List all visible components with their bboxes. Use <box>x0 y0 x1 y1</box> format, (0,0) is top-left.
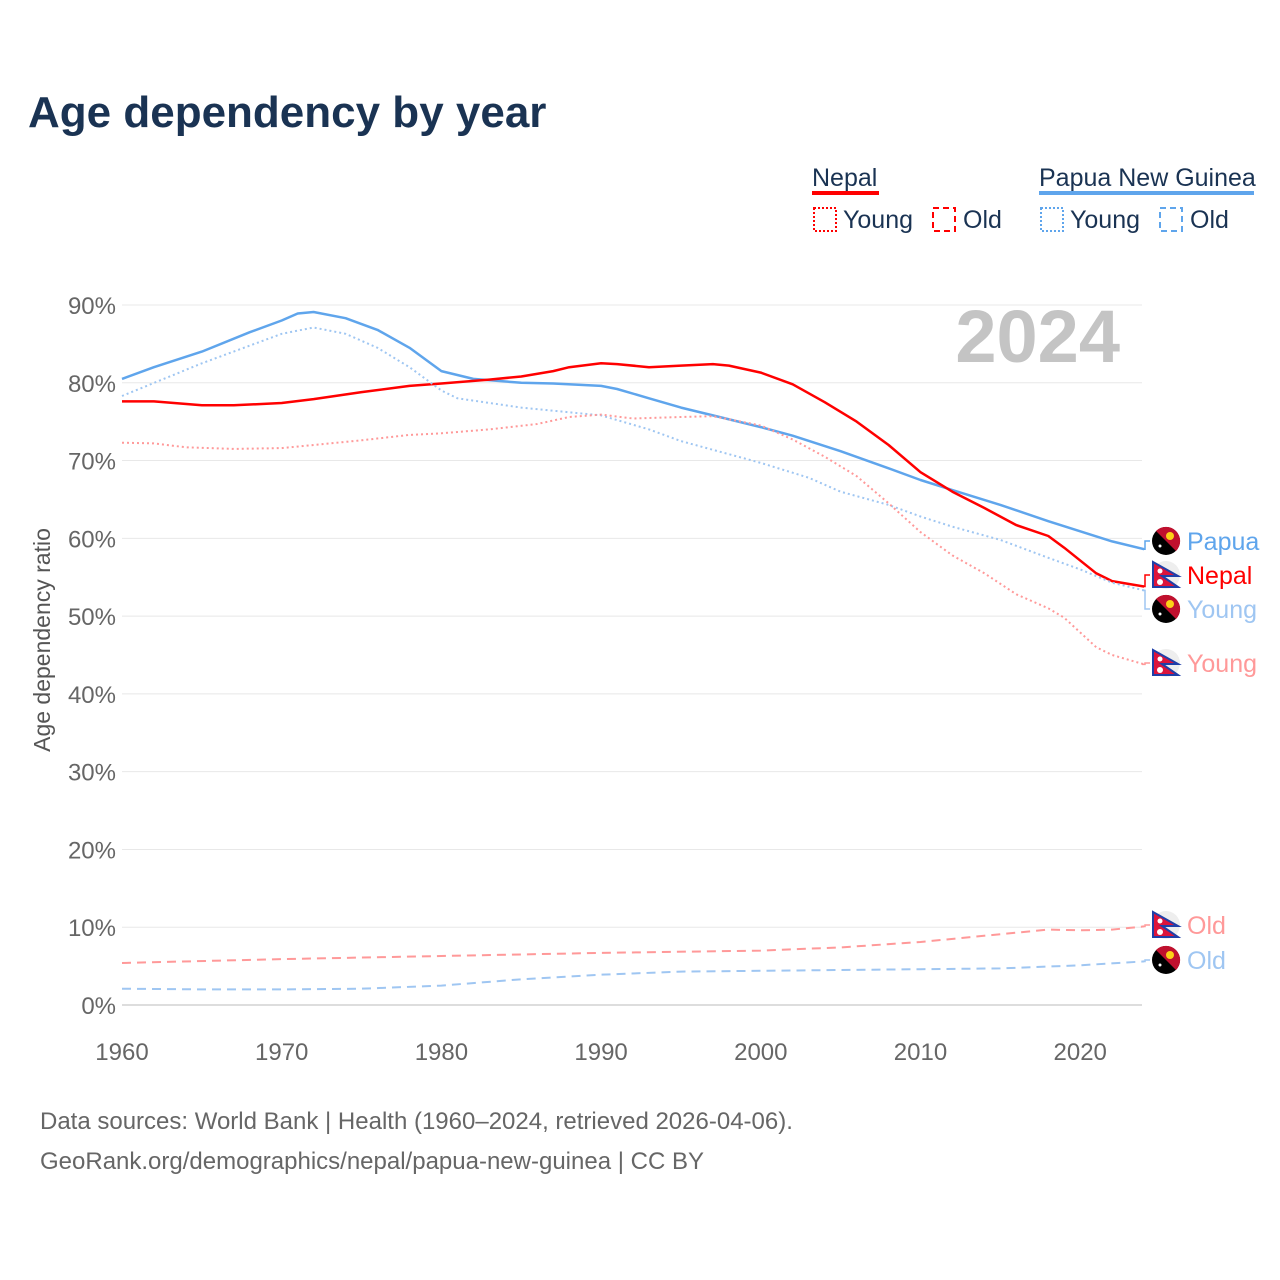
nepal-flag-icon <box>1152 560 1182 589</box>
x-tick-label: 1990 <box>574 1039 627 1066</box>
y-tick-label: 90% <box>68 293 116 320</box>
y-tick-label: 50% <box>68 604 116 631</box>
series-line-papua[interactable] <box>121 310 1145 551</box>
series-line-nepal-young[interactable] <box>121 413 1145 666</box>
source-text: Data sources: World Bank | Health (1960–… <box>40 1108 793 1135</box>
x-tick-label: 1960 <box>95 1039 148 1066</box>
legend-png-old[interactable]: Old <box>1190 206 1229 234</box>
nepal-flag-icon <box>1152 910 1182 939</box>
series-end-label: Young <box>1187 596 1257 624</box>
x-tick-label: 2010 <box>894 1039 947 1066</box>
legend-png-swatch <box>1039 191 1254 195</box>
y-axis-label: Age dependency ratio <box>29 528 55 752</box>
end-connector <box>1142 924 1150 928</box>
legend-png-old-swatch <box>1159 207 1183 232</box>
x-tick-label: 1970 <box>255 1039 308 1066</box>
series-line-nepal-old[interactable] <box>121 925 1145 964</box>
series-end-label: Young <box>1187 650 1257 678</box>
legend-nepal-swatch <box>812 191 879 195</box>
y-tick-label: 60% <box>68 526 116 553</box>
series-end-label: Nepal <box>1187 562 1252 590</box>
legend-png-young-swatch <box>1040 207 1064 232</box>
legend-nepal-young[interactable]: Young <box>843 206 913 234</box>
end-connector <box>1142 574 1150 588</box>
png-flag-icon <box>1152 526 1181 555</box>
end-connector <box>1142 959 1150 963</box>
series-end-label: Old <box>1187 912 1226 940</box>
series-end-label: Old <box>1187 947 1226 975</box>
year-badge: 2024 <box>955 295 1120 378</box>
legend-png-young[interactable]: Young <box>1070 206 1140 234</box>
end-connector <box>1142 589 1150 610</box>
y-tick-label: 20% <box>68 837 116 864</box>
legend-png[interactable]: Papua New Guinea <box>1039 164 1256 192</box>
y-tick-label: 80% <box>68 371 116 398</box>
end-connector <box>1142 540 1150 550</box>
series-line-nepal[interactable] <box>122 362 1145 588</box>
x-tick-label: 2020 <box>1054 1039 1107 1066</box>
source-link[interactable]: GeoRank.org/demographics/nepal/papua-new… <box>40 1148 704 1175</box>
x-tick-label: 1980 <box>415 1039 468 1066</box>
nepal-flag-icon <box>1152 648 1182 677</box>
series-line-papua-new-guinea-old[interactable] <box>121 960 1145 991</box>
y-tick-label: 30% <box>68 760 116 787</box>
series-line-papua-new-guinea-young[interactable] <box>121 326 1145 592</box>
chart-title: Age dependency by year <box>28 88 547 137</box>
y-tick-label: 0% <box>81 993 116 1020</box>
y-tick-label: 70% <box>68 449 116 476</box>
legend-nepal-old[interactable]: Old <box>963 206 1002 234</box>
legend-nepal[interactable]: Nepal <box>812 164 877 192</box>
legend-nepal-young-swatch <box>813 207 837 232</box>
end-connector <box>1142 662 1150 666</box>
y-tick-label: 10% <box>68 915 116 942</box>
png-flag-icon <box>1152 594 1181 623</box>
series-end-label: Papua <box>1187 528 1259 556</box>
legend: Nepal Young Old Papua New Guinea Young O… <box>812 164 1256 234</box>
x-tick-label: 2000 <box>734 1039 787 1066</box>
legend-nepal-old-swatch <box>932 207 956 232</box>
y-tick-label: 40% <box>68 682 116 709</box>
png-flag-icon <box>1152 945 1181 974</box>
